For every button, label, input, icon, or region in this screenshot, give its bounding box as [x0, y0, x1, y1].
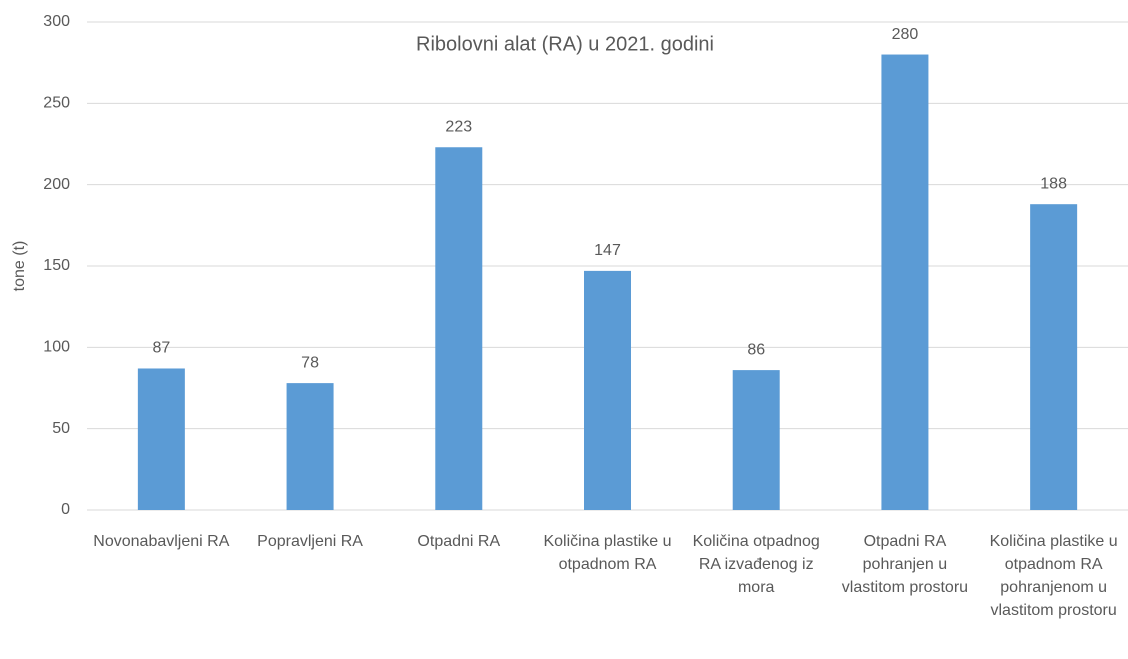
bar [1030, 204, 1078, 511]
bar [881, 54, 929, 511]
bar [584, 270, 631, 510]
y-tick-label: 150 [43, 257, 70, 274]
x-tick-label: Popravljeni RA [257, 533, 363, 550]
y-tick-label: 0 [61, 501, 70, 518]
data-label: 147 [594, 242, 621, 259]
y-tick-label: 100 [43, 339, 70, 356]
bar [137, 368, 185, 510]
x-tick-label: Otpadni RA pohranjen u vlastitom prostor… [841, 533, 969, 596]
x-tick-label: Količina otpadnog RA izvađenog iz mora [692, 533, 820, 596]
x-tick-label: Otpadni RA [417, 533, 501, 550]
bar [435, 147, 483, 510]
bar [286, 383, 334, 510]
y-tick-label: 250 [43, 95, 70, 112]
y-tick-label: 200 [43, 176, 70, 193]
data-label: 280 [892, 26, 919, 43]
data-label: 78 [301, 354, 319, 371]
data-label: 87 [152, 340, 170, 357]
x-tick-label: Količina plastike u otpadnom RA [543, 533, 672, 573]
y-axis-label: tone (t) [11, 241, 28, 292]
x-tick-label: Novonabavljeni RA [93, 533, 230, 550]
data-label: 188 [1040, 175, 1067, 192]
data-label: 86 [747, 341, 765, 358]
x-tick-label: Količina plastike u otpadnom RA pohranje… [989, 533, 1118, 619]
y-tick-label: 300 [43, 13, 70, 30]
data-label: 223 [445, 118, 472, 135]
chart-title: Ribolovni alat (RA) u 2021. godini [416, 33, 714, 55]
y-tick-label: 50 [52, 420, 70, 437]
bar [732, 370, 780, 510]
